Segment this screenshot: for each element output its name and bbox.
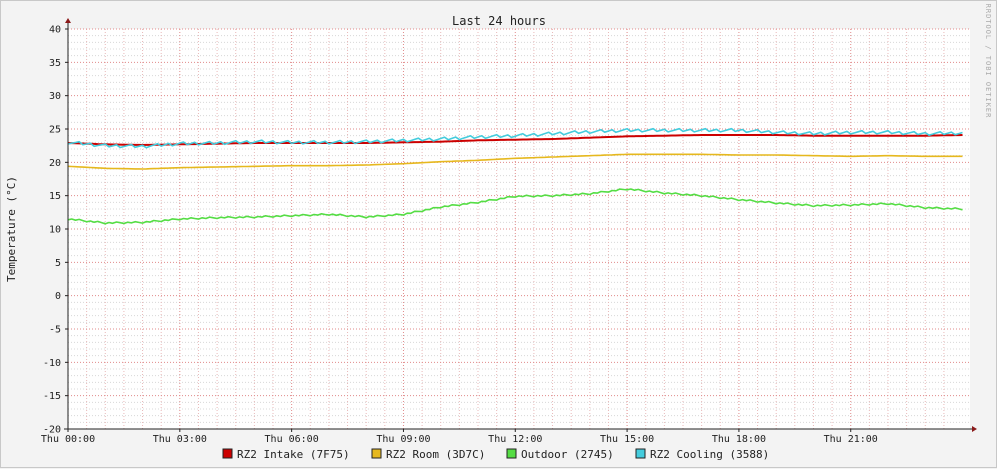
x-tick-label: Thu 09:00 (376, 434, 430, 445)
y-tick-label: -20 (43, 425, 61, 436)
chart-title: Last 24 hours (452, 14, 546, 28)
legend-label: Outdoor (2745) (521, 448, 614, 461)
legend-label: RZ2 Room (3D7C) (386, 448, 485, 461)
legend-label: RZ2 Intake (7F75) (237, 448, 350, 461)
y-tick-label: 40 (49, 25, 61, 36)
x-tick-label: Thu 18:00 (712, 434, 766, 445)
series-line-rz2-room-3d7c (67, 153, 963, 170)
y-tick-label: 5 (55, 258, 61, 269)
y-axis-title: Temperature (°C) (5, 176, 18, 282)
x-tick-label: Thu 21:00 (824, 434, 878, 445)
y-tick-labels: 40 35 30 25 20 15 10 5 0 -5 -10 -15 -20 (43, 25, 68, 436)
x-tick-label: Thu 15:00 (600, 434, 654, 445)
y-tick-label: 25 (49, 125, 61, 136)
x-tick-label: Thu 06:00 (265, 434, 319, 445)
x-tick-label: Thu 03:00 (153, 434, 207, 445)
y-tick-label: 10 (49, 225, 61, 236)
y-tick-label: 30 (49, 91, 61, 102)
axes (64, 18, 977, 432)
legend: RZ2 Intake (7F75) RZ2 Room (3D7C) Outdoor … (222, 448, 769, 461)
watermark: RRDTOOL / TOBI OETIKER (984, 4, 992, 119)
y-tick-label: 20 (49, 158, 61, 169)
legend-swatch (506, 448, 517, 459)
x-axis-arrow (972, 426, 977, 432)
y-tick-label: 0 (55, 291, 61, 302)
y-tick-label: -5 (49, 325, 61, 336)
y-tick-label: 15 (49, 191, 61, 202)
series-line-outdoor-2745 (67, 188, 963, 225)
y-tick-label: -15 (43, 391, 61, 402)
legend-swatch (635, 448, 646, 459)
x-tick-labels: Thu 00:00 Thu 03:00 Thu 06:00 Thu 09:00 Thu … (41, 429, 878, 445)
legend-swatch (371, 448, 382, 459)
y-tick-label: -10 (43, 358, 61, 369)
y-axis-arrow (65, 18, 71, 23)
legend-swatch (222, 448, 233, 459)
x-tick-label: Thu 00:00 (41, 434, 95, 445)
series-line-rz2-cooling-3588 (67, 127, 963, 149)
legend-label: RZ2 Cooling (3588) (650, 448, 769, 461)
y-tick-label: 35 (49, 58, 61, 69)
x-tick-label: Thu 12:00 (488, 434, 542, 445)
series-layer (67, 127, 963, 225)
